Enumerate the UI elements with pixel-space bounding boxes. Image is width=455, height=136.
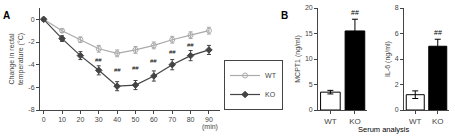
svg-text:60: 60 bbox=[150, 116, 158, 123]
svg-text:##: ## bbox=[114, 67, 121, 73]
svg-text:0: 0 bbox=[309, 106, 313, 113]
svg-text:0: 0 bbox=[42, 116, 46, 123]
svg-text:##: ## bbox=[169, 49, 176, 55]
svg-text:20: 20 bbox=[305, 4, 313, 11]
svg-text:Change in rectaltemperature (°: Change in rectaltemperature (°C) bbox=[8, 33, 25, 85]
svg-text:WT: WT bbox=[409, 117, 422, 126]
svg-text:8: 8 bbox=[395, 4, 399, 11]
svg-text:40: 40 bbox=[113, 116, 121, 123]
svg-text:KO: KO bbox=[349, 117, 361, 126]
svg-text:##: ## bbox=[132, 65, 139, 71]
svg-text:##: ## bbox=[150, 58, 157, 64]
svg-text:5: 5 bbox=[309, 81, 313, 88]
svg-text:20: 20 bbox=[77, 116, 85, 123]
svg-text:WT: WT bbox=[265, 72, 277, 79]
svg-text:KO: KO bbox=[265, 91, 276, 98]
svg-text:30: 30 bbox=[95, 116, 103, 123]
svg-text:-6: -6 bbox=[28, 84, 34, 91]
svg-text:IL-6 (ng/ml): IL-6 (ng/ml) bbox=[384, 41, 392, 77]
svg-text:90: 90 bbox=[205, 116, 213, 123]
svg-text:A: A bbox=[3, 10, 10, 21]
svg-text:70: 70 bbox=[168, 116, 176, 123]
svg-text:50: 50 bbox=[132, 116, 140, 123]
svg-text:4: 4 bbox=[395, 55, 399, 62]
svg-text:##: ## bbox=[434, 29, 442, 36]
svg-text:0: 0 bbox=[31, 16, 35, 23]
svg-text:10: 10 bbox=[58, 116, 66, 123]
svg-text:MCPT1 (ng/ml): MCPT1 (ng/ml) bbox=[294, 35, 302, 82]
svg-text:##: ## bbox=[351, 9, 359, 16]
svg-text:##: ## bbox=[187, 42, 194, 48]
svg-text:0: 0 bbox=[395, 106, 399, 113]
svg-text:15: 15 bbox=[305, 30, 313, 37]
svg-text:2: 2 bbox=[395, 81, 399, 88]
svg-text:(min): (min) bbox=[202, 123, 218, 131]
svg-text:WT: WT bbox=[324, 117, 337, 126]
svg-text:6: 6 bbox=[395, 30, 399, 37]
svg-text:-2: -2 bbox=[28, 38, 34, 45]
svg-text:-4: -4 bbox=[28, 61, 34, 68]
svg-text:10: 10 bbox=[305, 55, 313, 62]
svg-text:B: B bbox=[281, 10, 288, 21]
svg-text:-8: -8 bbox=[28, 106, 34, 113]
svg-text:##: ## bbox=[95, 57, 102, 63]
svg-text:KO: KO bbox=[432, 117, 444, 126]
svg-text:80: 80 bbox=[187, 116, 195, 123]
svg-text:Serum analysis: Serum analysis bbox=[358, 125, 410, 134]
